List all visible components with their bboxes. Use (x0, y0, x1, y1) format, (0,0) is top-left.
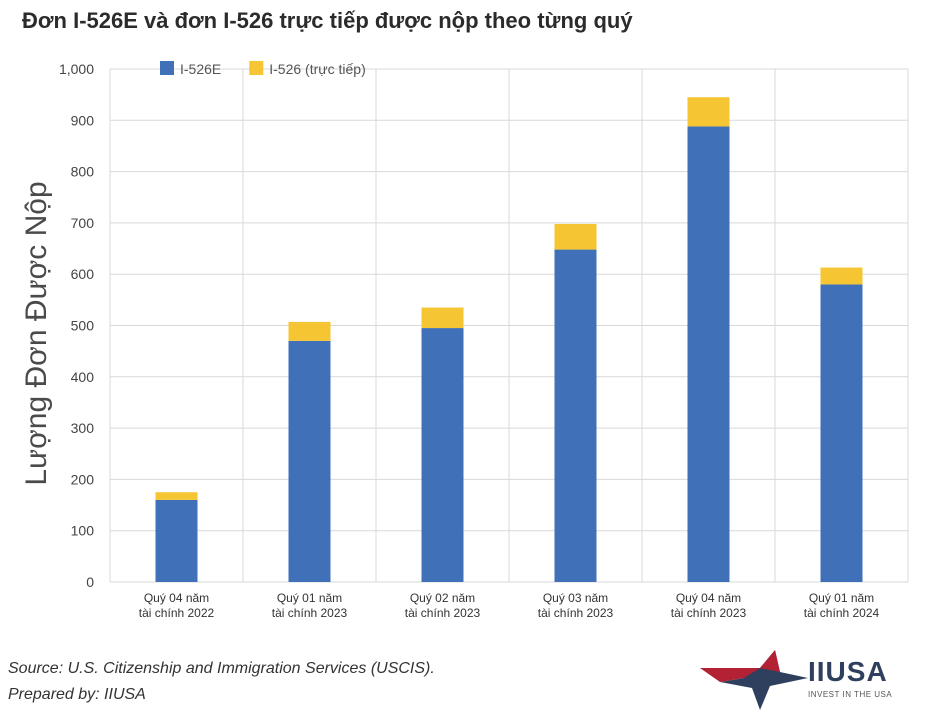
x-tick-label: Quý 02 năm (410, 591, 475, 605)
footer: Source: U.S. Citizenship and Immigration… (8, 656, 435, 708)
x-tick-label: Quý 01 năm (277, 591, 342, 605)
bar-i526e (421, 328, 464, 582)
x-tick-label: tài chính 2023 (671, 606, 747, 620)
y-tick-label: 800 (71, 164, 95, 180)
logo-tagline: INVEST IN THE USA (808, 690, 893, 699)
x-tick-label: tài chính 2022 (139, 606, 215, 620)
y-tick-label: 0 (86, 574, 94, 590)
y-tick-label: 400 (71, 369, 95, 385)
x-tick-label: tài chính 2023 (538, 606, 614, 620)
legend-swatch (160, 61, 174, 75)
bar-i526-direct (155, 492, 198, 500)
y-tick-label: 100 (71, 523, 95, 539)
x-tick-label: tài chính 2023 (405, 606, 481, 620)
bar-i526-direct (820, 267, 863, 285)
x-tick-label: Quý 03 năm (543, 591, 608, 605)
bar-i526e (687, 126, 730, 583)
x-tick-label: Quý 01 năm (809, 591, 874, 605)
bar-i526e (554, 249, 597, 583)
y-tick-label: 700 (71, 215, 95, 231)
bar-i526-direct (687, 97, 730, 127)
prepared-by-note: Prepared by: IIUSA (8, 686, 146, 703)
y-tick-label: 600 (71, 266, 95, 282)
bar-i526-direct (554, 223, 597, 250)
legend-label: I-526 (trực tiếp) (269, 61, 366, 77)
x-tick-label: tài chính 2023 (272, 606, 348, 620)
x-tick-label: tài chính 2024 (804, 606, 880, 620)
bar-i526-direct (288, 321, 331, 341)
star-icon (700, 650, 808, 710)
stacked-bar-chart: 0 100 200 300 400 500 600 700 800 900 1,000 Quý 04 … (20, 61, 909, 620)
x-tick-label: Quý 04 năm (676, 591, 741, 605)
source-note: Source: U.S. Citizenship and Immigration… (8, 660, 435, 677)
bar-i526e (155, 499, 198, 582)
y-tick-label: 900 (71, 112, 95, 128)
x-tick-label: Quý 04 năm (144, 591, 209, 605)
y-tick-label: 1,000 (59, 61, 94, 77)
legend-label: I-526E (180, 61, 221, 77)
bar-i526-direct (421, 307, 464, 329)
iiusa-logo: IIUSA INVEST IN THE USA (700, 648, 910, 712)
y-tick-label: 200 (71, 471, 95, 487)
logo-name: IIUSA (808, 656, 888, 687)
y-axis-label: Lượng Đơn Được Nộp (20, 181, 53, 485)
legend-swatch (249, 61, 264, 75)
chart-title: Đơn I-526E và đơn I-526 trực tiếp được n… (22, 8, 633, 33)
y-tick-label: 500 (71, 318, 95, 334)
bar-i526e (288, 340, 331, 582)
y-tick-label: 300 (71, 420, 95, 436)
bar-i526e (820, 284, 863, 582)
